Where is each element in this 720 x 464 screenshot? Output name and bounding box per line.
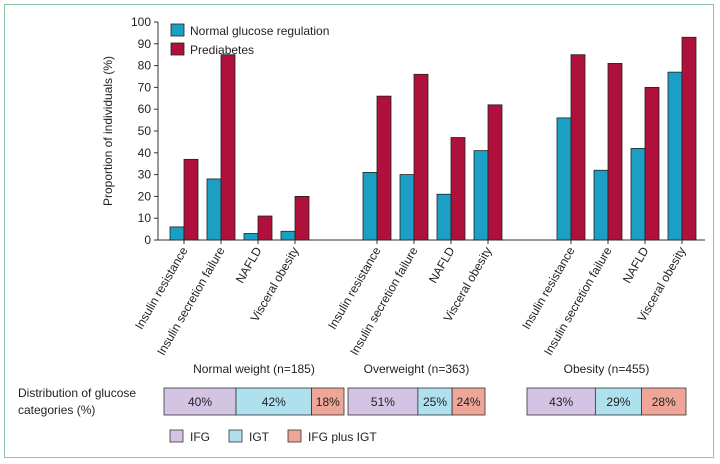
legend-label: Normal glucose regulation [190,24,329,38]
figure-frame: 0 10 20 30 40 50 60 70 80 90 100 Proportion of indi… [4,4,714,458]
group-title: Normal weight (n=185) [193,362,315,376]
distribution-label: Distribution of glucose [18,386,136,400]
bar-normal-glucose [280,230,296,241]
axes: 0 10 20 30 40 50 60 70 80 90 100 Proportion of indi… [101,15,705,247]
bar-normal-glucose [630,148,646,241]
bar-normal-glucose [362,172,378,241]
bar-prediabetes [257,215,273,241]
distribution-value-label: 42% [262,395,286,409]
distribution-segment [641,387,687,416]
bar-normal-glucose [556,117,572,241]
y-tick-label: 20 [138,189,152,203]
bar-prediabetes [413,73,429,241]
distribution-legend-swatch [228,429,243,443]
x-tick-label: NAFLD [426,244,458,285]
distribution-value-label: 43% [549,395,573,409]
distribution-segment [417,387,453,416]
bar-prediabetes [570,54,586,241]
chart-svg: 0 10 20 30 40 50 60 70 80 90 100 Proportion of indi… [18,15,705,444]
bar-prediabetes [376,95,392,241]
x-tick-label: Insulin secretion failure [541,244,615,358]
bar-normal-glucose [667,71,683,241]
legend-label: Prediabetes [190,43,254,57]
distribution-value-label: 28% [652,395,676,409]
group-title: Obesity (n=455) [564,362,650,376]
distribution-panel: Distribution of glucose categories (%) Nor… [18,362,687,444]
y-tick-label: 0 [144,233,151,247]
distribution-legend-swatch [169,429,184,443]
y-axis-title: Proportion of individuals (%) [101,56,115,206]
y-tick-label: 90 [138,37,152,51]
x-tick-label: Insulin secretion failure [154,244,228,358]
distribution-segment [347,387,419,416]
y-tick-label: 60 [138,102,152,116]
distribution-label: categories (%) [18,403,95,417]
bar-prediabetes [487,104,503,241]
bars [169,36,697,241]
bar-normal-glucose [436,193,452,241]
distribution-value-label: 40% [188,395,212,409]
y-tick-label: 70 [138,80,152,94]
legend-swatch [170,42,185,56]
x-tick-label: NAFLD [233,244,265,285]
bar-normal-glucose [593,169,609,241]
bar-prediabetes [450,137,466,241]
y-tick-label: 100 [131,15,151,29]
distribution-legend-label: IFG plus IGT [308,430,377,444]
bar-prediabetes [294,195,310,241]
bar-prediabetes [644,87,660,241]
y-tick-label: 80 [138,59,152,73]
distribution-segment [311,387,345,416]
bar-normal-glucose [206,178,222,241]
y-tick-label: 40 [138,146,152,160]
y-tick-label: 50 [138,124,152,138]
distribution-legend-label: IFG [190,430,210,444]
bar-prediabetes [681,36,697,241]
distribution-value-label: 24% [457,395,481,409]
distribution-value-label: 25% [423,395,447,409]
bar-prediabetes [607,63,623,241]
distribution-segment [163,387,237,416]
distribution-value-label: 51% [371,395,395,409]
x-tick-label: NAFLD [620,244,652,285]
x-tick-label: Insulin secretion failure [347,244,421,358]
distribution-segment [235,387,312,416]
bar-prediabetes [220,54,236,241]
legend: Normal glucose regulation Prediabetes [170,23,329,57]
bar-normal-glucose [169,226,185,241]
legend-swatch [170,23,185,37]
bar-normal-glucose [243,233,259,241]
distribution-segment [526,387,596,416]
distribution-value-label: 29% [606,395,630,409]
y-tick-label: 30 [138,168,152,182]
distribution-segment [451,387,486,416]
distribution-value-label: 18% [316,395,340,409]
bar-prediabetes [183,158,199,241]
bar-normal-glucose [399,174,415,241]
y-tick-label: 10 [138,211,152,225]
distribution-legend-label: IGT [249,430,270,444]
bar-normal-glucose [473,150,489,241]
group-title: Overweight (n=363) [364,362,470,376]
distribution-legend-swatch [287,429,302,443]
